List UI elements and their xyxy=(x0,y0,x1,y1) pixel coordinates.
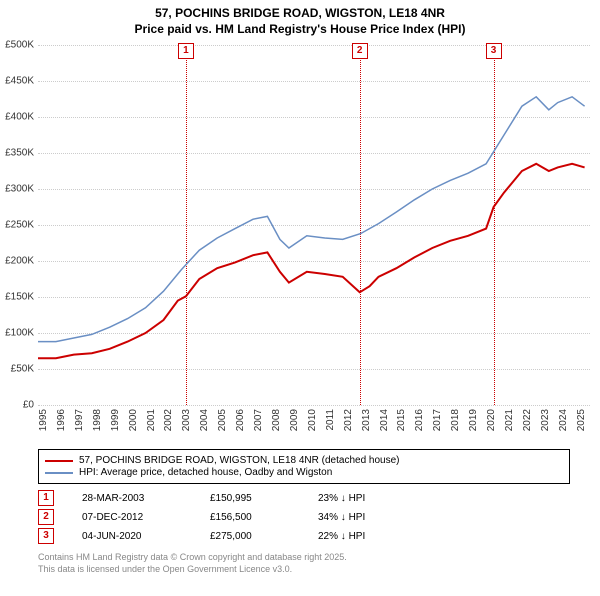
transaction-diff: 23% ↓ HPI xyxy=(318,493,408,504)
legend-label: HPI: Average price, detached house, Oadb… xyxy=(79,467,332,478)
transaction-row: 3 04-JUN-2020 £275,000 22% ↓ HPI xyxy=(38,528,570,544)
transaction-diff: 22% ↓ HPI xyxy=(318,531,408,542)
transaction-row: 2 07-DEC-2012 £156,500 34% ↓ HPI xyxy=(38,509,570,525)
chart-container: 57, POCHINS BRIDGE ROAD, WIGSTON, LE18 4… xyxy=(0,6,600,596)
x-tick-label: 2020 xyxy=(486,409,497,431)
transaction-price: £156,500 xyxy=(210,512,290,523)
x-tick-label: 2025 xyxy=(576,409,587,431)
transaction-table: 1 28-MAR-2003 £150,995 23% ↓ HPI 2 07-DEC-201… xyxy=(38,490,570,544)
y-tick-label: £200K xyxy=(5,256,38,267)
transaction-marker: 3 xyxy=(38,528,54,544)
y-tick-label: £50K xyxy=(11,364,38,375)
transaction-price: £275,000 xyxy=(210,531,290,542)
legend-item: 57, POCHINS BRIDGE ROAD, WIGSTON, LE18 4… xyxy=(45,455,563,466)
x-tick-label: 2014 xyxy=(379,409,390,431)
transaction-date: 04-JUN-2020 xyxy=(82,531,182,542)
x-tick-label: 1995 xyxy=(38,409,49,431)
y-gridline xyxy=(38,405,590,406)
transaction-date: 28-MAR-2003 xyxy=(82,493,182,504)
x-tick-label: 1997 xyxy=(74,409,85,431)
x-tick-label: 2019 xyxy=(468,409,479,431)
x-tick-label: 2015 xyxy=(396,409,407,431)
x-tick-label: 2009 xyxy=(289,409,300,431)
legend-label: 57, POCHINS BRIDGE ROAD, WIGSTON, LE18 4… xyxy=(79,455,399,466)
y-tick-label: £500K xyxy=(5,40,38,51)
x-tick-label: 1999 xyxy=(110,409,121,431)
y-tick-label: £450K xyxy=(5,76,38,87)
x-tick-label: 2001 xyxy=(146,409,157,431)
footnote-line-1: Contains HM Land Registry data © Crown c… xyxy=(38,552,570,564)
x-tick-label: 2006 xyxy=(235,409,246,431)
transaction-marker: 1 xyxy=(38,490,54,506)
x-tick-label: 2012 xyxy=(343,409,354,431)
series-property xyxy=(38,164,585,358)
x-tick-label: 2022 xyxy=(522,409,533,431)
x-tick-label: 2008 xyxy=(271,409,282,431)
transaction-diff: 34% ↓ HPI xyxy=(318,512,408,523)
y-tick-label: £350K xyxy=(5,148,38,159)
y-tick-label: £250K xyxy=(5,220,38,231)
chart-title: 57, POCHINS BRIDGE ROAD, WIGSTON, LE18 4… xyxy=(0,6,600,37)
transaction-price: £150,995 xyxy=(210,493,290,504)
y-tick-label: £0 xyxy=(23,400,38,411)
x-tick-label: 1996 xyxy=(56,409,67,431)
line-plot xyxy=(38,45,590,405)
x-tick-label: 2007 xyxy=(253,409,264,431)
legend-swatch xyxy=(45,472,73,474)
y-tick-label: £100K xyxy=(5,328,38,339)
footnote-line-2: This data is licensed under the Open Gov… xyxy=(38,564,570,576)
x-tick-label: 2010 xyxy=(307,409,318,431)
x-tick-label: 2024 xyxy=(558,409,569,431)
x-tick-label: 1998 xyxy=(92,409,103,431)
transaction-row: 1 28-MAR-2003 £150,995 23% ↓ HPI xyxy=(38,490,570,506)
y-tick-label: £150K xyxy=(5,292,38,303)
series-hpi xyxy=(38,97,585,342)
x-tick-label: 2004 xyxy=(199,409,210,431)
x-tick-label: 2011 xyxy=(325,409,336,431)
chart-plot-area: £0£50K£100K£150K£200K£250K£300K£350K£400… xyxy=(38,45,590,405)
x-tick-label: 2023 xyxy=(540,409,551,431)
title-line-1: 57, POCHINS BRIDGE ROAD, WIGSTON, LE18 4… xyxy=(0,6,600,22)
legend: 57, POCHINS BRIDGE ROAD, WIGSTON, LE18 4… xyxy=(38,449,570,484)
footnote: Contains HM Land Registry data © Crown c… xyxy=(38,552,570,575)
x-tick-label: 2017 xyxy=(432,409,443,431)
title-line-2: Price paid vs. HM Land Registry's House … xyxy=(0,22,600,38)
x-tick-label: 2003 xyxy=(181,409,192,431)
x-tick-label: 2000 xyxy=(128,409,139,431)
legend-item: HPI: Average price, detached house, Oadb… xyxy=(45,467,563,478)
transaction-marker: 2 xyxy=(38,509,54,525)
x-tick-label: 2018 xyxy=(450,409,461,431)
x-tick-label: 2021 xyxy=(504,409,515,431)
transaction-date: 07-DEC-2012 xyxy=(82,512,182,523)
x-tick-label: 2016 xyxy=(414,409,425,431)
x-tick-label: 2005 xyxy=(217,409,228,431)
x-tick-label: 2013 xyxy=(361,409,372,431)
y-tick-label: £400K xyxy=(5,112,38,123)
legend-swatch xyxy=(45,460,73,462)
x-tick-label: 2002 xyxy=(163,409,174,431)
y-tick-label: £300K xyxy=(5,184,38,195)
